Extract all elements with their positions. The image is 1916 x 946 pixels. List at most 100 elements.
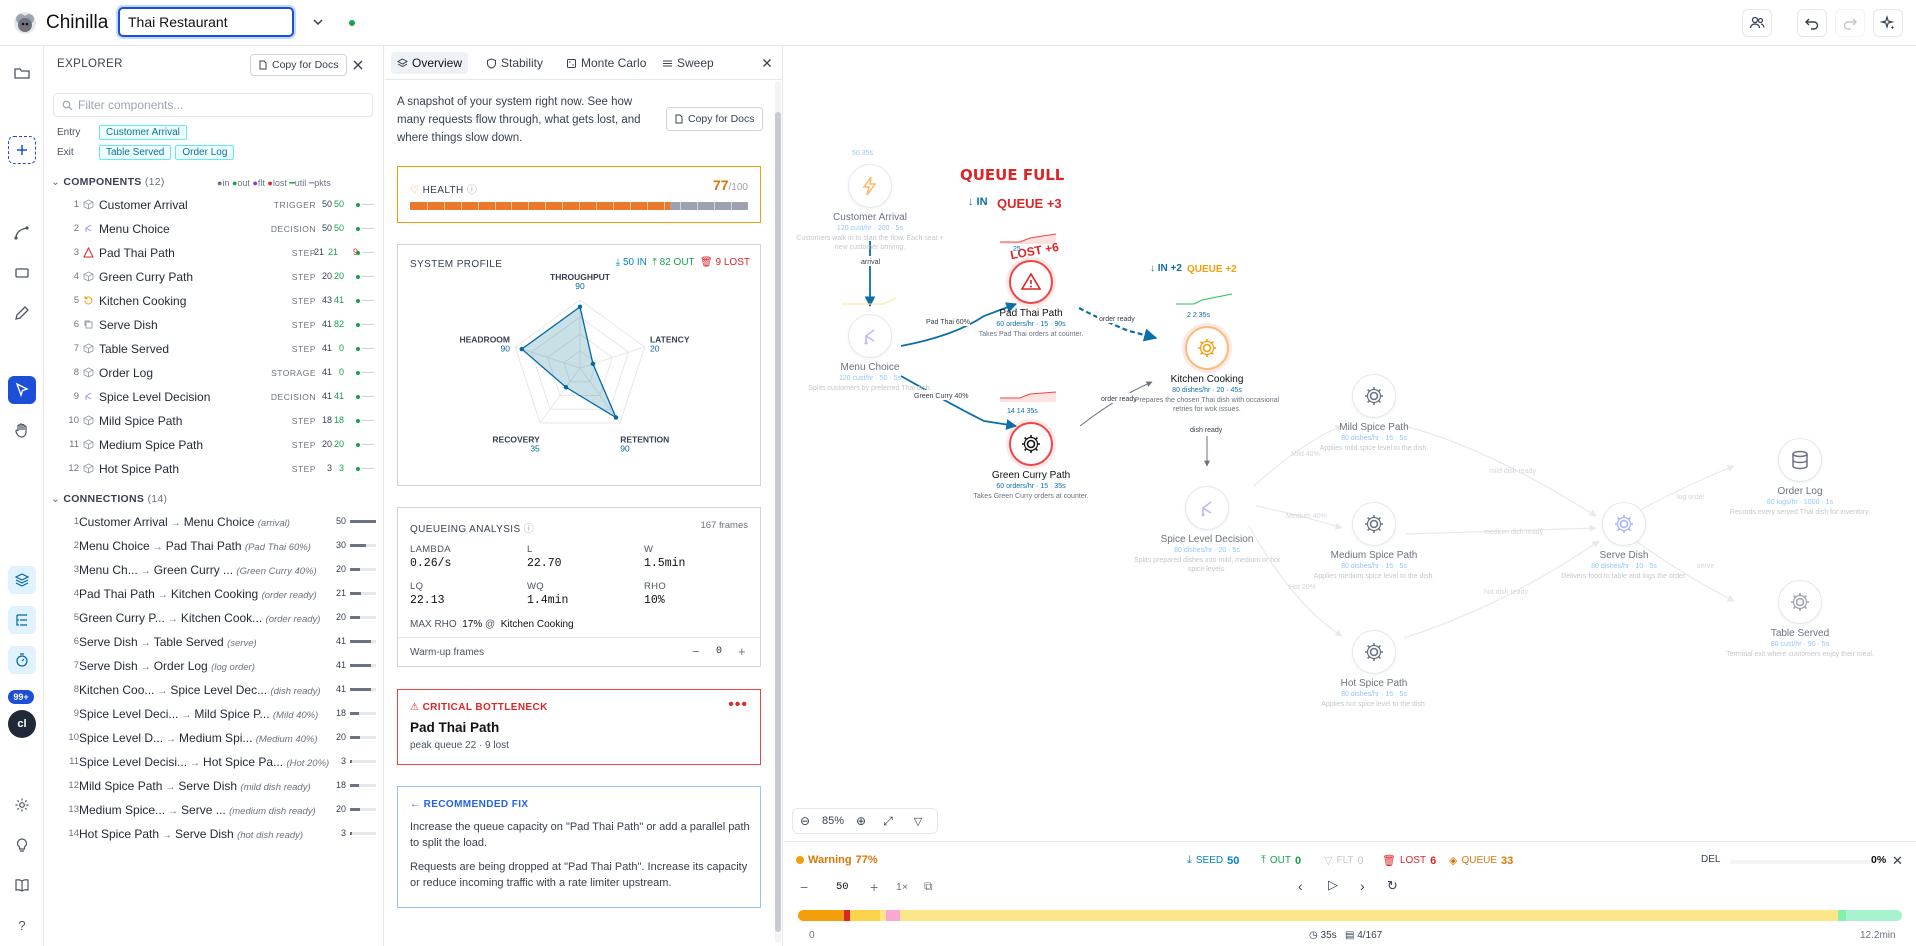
warmup-decrement-button[interactable]: − <box>692 644 700 659</box>
zoom-controls: ⊖ 85% ⊕ ⤢ ▽ <box>792 808 938 834</box>
docs-button[interactable] <box>8 871 36 899</box>
node-circle[interactable] <box>1352 374 1396 418</box>
statusbar-close-button[interactable]: ✕ <box>1892 853 1903 868</box>
filter-button[interactable]: ▽ <box>913 815 923 828</box>
util-dot <box>356 299 360 303</box>
explorer-panel-button[interactable] <box>8 606 36 634</box>
component-row[interactable]: 4 Green Curry Path STEP 20 20 <box>45 266 383 288</box>
del-slider[interactable] <box>1730 860 1880 864</box>
component-row[interactable]: 6 Serve Dish STEP 41 82 <box>45 314 383 336</box>
bottleneck-more-button[interactable]: ••• <box>728 696 748 713</box>
project-name-input[interactable] <box>118 7 294 37</box>
user-avatar[interactable]: cl <box>8 710 36 738</box>
explorer-copy-docs-button[interactable]: Copy for Docs <box>250 54 347 76</box>
component-row[interactable]: 10 Mild Spice Path STEP 18 18 <box>45 410 383 432</box>
entry-tag[interactable]: Customer Arrival <box>99 125 187 140</box>
node-circle[interactable] <box>1185 486 1229 530</box>
collaborators-button[interactable] <box>1742 9 1772 37</box>
connection-row[interactable]: 10 Spice Level D... → Medium Spi... (Medium… <box>45 727 383 749</box>
component-lost: 9 <box>353 247 358 257</box>
tips-button[interactable] <box>8 831 36 859</box>
connection-row[interactable]: 11 Spice Level Decisi... → Hot Spice Pa... … <box>45 751 383 773</box>
exit-tag[interactable]: Table Served <box>99 145 172 160</box>
redo-button[interactable] <box>1835 9 1865 37</box>
node-circle[interactable] <box>1778 580 1822 624</box>
tab-stability[interactable]: Stability <box>480 52 549 74</box>
explorer-close-button[interactable] <box>351 58 365 72</box>
simulation-panel-button[interactable] <box>8 646 36 674</box>
tab-overview[interactable]: Overview <box>391 52 469 74</box>
node-circle[interactable] <box>1352 502 1396 546</box>
connection-row[interactable]: 14 Hot Spice Path → Serve Dish (hot dish re… <box>45 823 383 845</box>
filter-components-input[interactable]: Filter components... <box>53 93 373 117</box>
node-circle[interactable] <box>1185 326 1229 370</box>
node-circle[interactable] <box>1602 502 1646 546</box>
notifications-badge[interactable]: 99+ <box>8 690 34 704</box>
connection-row[interactable]: 7 Serve Dish → Order Log (log order) 41 <box>45 655 383 677</box>
project-dropdown-chevron-icon[interactable] <box>310 14 326 30</box>
select-tool-button[interactable] <box>8 376 36 404</box>
node-circle[interactable] <box>1778 438 1822 482</box>
panel-close-button[interactable] <box>761 57 773 69</box>
settings-button[interactable] <box>8 791 36 819</box>
help-button[interactable]: ? <box>8 911 36 939</box>
connection-row[interactable]: 3 Menu Ch... → Green Curry ... (Green Curry… <box>45 559 383 581</box>
speed-decrement-button[interactable]: − <box>800 879 809 895</box>
tab-sweep[interactable]: Sweep <box>656 52 720 74</box>
question-icon: ? <box>18 917 26 933</box>
undo-button[interactable] <box>1797 9 1827 37</box>
node-live-badge: 25 <box>1013 246 1021 253</box>
overview-copy-docs-button[interactable]: Copy for Docs <box>666 107 763 131</box>
magic-button[interactable] <box>1873 9 1903 37</box>
reset-button[interactable]: ↻ <box>1387 878 1398 893</box>
speed-multiplier-button[interactable]: 1× <box>896 881 908 893</box>
connection-row[interactable]: 4 Pad Thai Path → Kitchen Cooking (order re… <box>45 583 383 605</box>
component-row[interactable]: 1 Customer Arrival TRIGGER 50 50 <box>45 194 383 216</box>
component-row[interactable]: 8 Order Log STORAGE 41 0 <box>45 362 383 384</box>
play-button[interactable]: ▷ <box>1328 877 1338 892</box>
add-component-button[interactable] <box>8 136 36 164</box>
node-circle[interactable] <box>1009 422 1053 466</box>
component-row[interactable]: 2 Menu Choice DECISION 50 50 <box>45 218 383 240</box>
open-folder-button[interactable] <box>8 59 36 87</box>
warmup-increment-button[interactable]: + <box>738 644 746 659</box>
component-row[interactable]: 7 Table Served STEP 41 0 <box>45 338 383 360</box>
panel-scrollbar[interactable] <box>775 82 781 942</box>
fit-view-button[interactable]: ⤢ <box>883 813 893 828</box>
connection-row[interactable]: 13 Medium Spice... → Serve ... (medium dish… <box>45 799 383 821</box>
node-circle[interactable] <box>848 314 892 358</box>
speed-increment-button[interactable]: + <box>870 879 879 895</box>
layers-panel-button[interactable] <box>8 566 36 594</box>
zoom-out-button[interactable]: ⊖ <box>799 814 811 828</box>
node-circle[interactable] <box>1009 260 1053 304</box>
rectangle-tool-button[interactable] <box>8 259 36 287</box>
node-circle[interactable] <box>848 164 892 208</box>
step-forward-button[interactable]: › <box>1360 878 1365 894</box>
component-row[interactable]: 11 Medium Spice Path STEP 20 20 <box>45 434 383 456</box>
tab-monte-carlo[interactable]: Monte Carlo <box>560 52 652 74</box>
connect-tool-button[interactable] <box>8 219 36 247</box>
pan-tool-button[interactable] <box>8 416 36 444</box>
connection-row[interactable]: 9 Spice Level Deci... → Mild Spice P... (Mi… <box>45 703 383 725</box>
connection-row[interactable]: 6 Serve Dish → Table Served (serve) 41 <box>45 631 383 653</box>
component-row[interactable]: 9 Spice Level Decision DECISION 41 41 <box>45 386 383 408</box>
zoom-in-button[interactable]: ⊕ <box>855 814 867 828</box>
pen-tool-button[interactable] <box>8 299 36 327</box>
components-section-header[interactable]: ⌄ COMPONENTS (12) <box>51 176 165 188</box>
simulation-timeline[interactable] <box>798 910 1902 921</box>
connection-row[interactable]: 5 Green Curry P... → Kitchen Cook... (order… <box>45 607 383 629</box>
connection-route: Customer Arrival → Menu Choice (arrival) <box>79 515 290 529</box>
connection-row[interactable]: 8 Kitchen Coo... → Spice Level Dec... (dish… <box>45 679 383 701</box>
settings-sliders-button[interactable]: ⧉ <box>924 879 933 893</box>
component-row[interactable]: 12 Hot Spice Path STEP 3 3 <box>45 458 383 480</box>
component-row[interactable]: 5 Kitchen Cooking STEP 43 41 <box>45 290 383 312</box>
diagram-canvas[interactable]: Mild 40% Medium 40% Hot 20% mild dish re… <box>784 46 1916 841</box>
connection-row[interactable]: 2 Menu Choice → Pad Thai Path (Pad Thai 60%… <box>45 535 383 557</box>
step-back-button[interactable]: ‹ <box>1298 878 1303 894</box>
node-circle[interactable] <box>1352 630 1396 674</box>
connections-section-header[interactable]: ⌄ CONNECTIONS (14) <box>51 493 168 505</box>
connection-row[interactable]: 1 Customer Arrival → Menu Choice (arrival) 5… <box>45 511 383 533</box>
connection-row[interactable]: 12 Mild Spice Path → Serve Dish (mild dish … <box>45 775 383 797</box>
exit-tag[interactable]: Order Log <box>175 145 235 160</box>
